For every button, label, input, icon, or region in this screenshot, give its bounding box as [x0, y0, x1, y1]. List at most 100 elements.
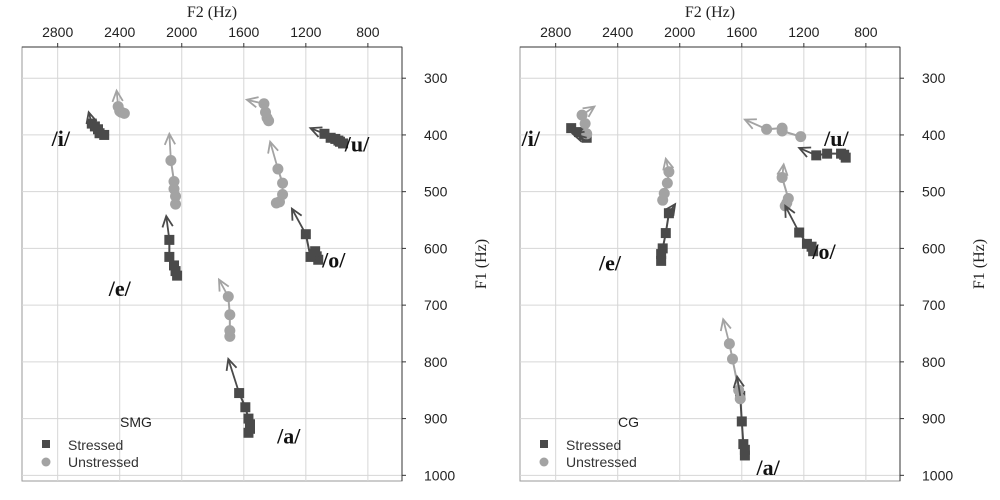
vowel-label: /u/ [344, 131, 370, 156]
stressed-point-e [170, 266, 181, 277]
arrow-unstressed-i [581, 105, 597, 118]
stressed-point-a [240, 402, 251, 413]
arrow-stressed-i [570, 130, 587, 143]
vowel-label: /a/ [276, 424, 301, 449]
y-tick-label: 900 [424, 411, 448, 427]
unstressed-point-e [661, 177, 673, 189]
vowel-label: /o/ [321, 248, 346, 273]
legend-label-unstressed: Unstressed [566, 454, 637, 470]
arrow-stressed-u [308, 126, 325, 138]
stressed-point-e [657, 243, 668, 254]
series-marks [566, 109, 851, 461]
arrow-stressed-i [85, 110, 98, 125]
unstressed-point-i [579, 118, 591, 130]
arrow-unstressed-o [776, 162, 789, 178]
unstressed-point-o [277, 189, 289, 201]
unstressed-point-o [277, 177, 289, 189]
x-tick-label: 800 [356, 24, 380, 40]
legend-label-stressed: Stressed [566, 437, 621, 453]
unstressed-point-e [658, 187, 670, 199]
stressed-point-e [656, 255, 667, 266]
plot-area [519, 46, 901, 482]
stressed-point-a [739, 444, 750, 455]
arrow-unstressed-e [163, 131, 176, 161]
x-axis-title: F2 (Hz) [187, 4, 237, 21]
y-tick-label: 300 [922, 70, 946, 86]
stressed-point-e [169, 260, 179, 271]
legend-label-unstressed: Unstressed [68, 454, 139, 470]
stressed-point-e [656, 249, 667, 260]
stressed-point-a [736, 416, 747, 427]
x-tick-label: 2800 [540, 24, 571, 40]
panel-label: SMG [120, 414, 152, 430]
stressed-point-a [243, 413, 254, 424]
panel-label: CG [618, 414, 639, 430]
panel-cg: 2800 2400 2000 1600 1200 800 F2 (Hz) 300 400 500 6… [519, 4, 988, 483]
arrow-unstressed-o [267, 139, 279, 170]
y-tick-label: 300 [424, 70, 448, 86]
arrow-stressed-u [797, 146, 817, 158]
legend-swatch-unstressed [41, 457, 51, 467]
stressed-point-e [660, 228, 671, 239]
y-tick-label: 1000 [922, 467, 953, 483]
y-tick-label: 800 [424, 354, 448, 370]
stressed-point-o [801, 238, 812, 249]
plot-area [21, 46, 403, 482]
vowel-label: /e/ [108, 276, 132, 301]
unstressed-point-u [260, 106, 272, 118]
x-tick-label: 2000 [166, 24, 197, 40]
panel-smg: 2800 2400 2000 1600 1200 800 F2 (Hz) 300 400 500 6… [21, 4, 490, 483]
y-axis-title: F1 (Hz) [971, 239, 988, 289]
legend-swatch-unstressed [539, 457, 549, 467]
vowel-label: /i/ [521, 126, 541, 151]
y-tick-label: 600 [424, 240, 448, 256]
x-tick-label: 2400 [602, 24, 633, 40]
legend-swatch-stressed [42, 440, 50, 448]
x-tick-label: 1200 [788, 24, 819, 40]
arrow-stressed-e [161, 214, 174, 241]
y-tick-label: 900 [922, 411, 946, 427]
x-tick-label: 800 [854, 24, 878, 40]
x-axis-title: F2 (Hz) [685, 4, 735, 21]
arrow-unstressed-e [662, 156, 675, 173]
unstressed-point-a [726, 353, 738, 365]
legend-swatch-stressed [540, 440, 548, 448]
trajectory-arrows [570, 105, 817, 397]
unstressed-point-e [170, 198, 182, 210]
x-tick-label: 1200 [290, 24, 321, 40]
arrow-stressed-o [784, 204, 800, 233]
stressed-point-o [305, 251, 316, 262]
y-tick-label: 700 [922, 297, 946, 313]
unstressed-point-o [782, 192, 794, 204]
arrow-stressed-a [732, 374, 745, 397]
vowel-label: /i/ [51, 126, 71, 151]
x-tick-label: 2000 [664, 24, 695, 40]
y-tick-label: 1000 [424, 467, 455, 483]
trajectory-arrows [85, 88, 325, 394]
arrow-unstressed-u [743, 118, 767, 131]
arrow-stressed-o [290, 206, 307, 235]
arrow-stressed-a [225, 357, 241, 394]
y-tick-label: 700 [424, 297, 448, 313]
y-tick-label: 500 [424, 184, 448, 200]
x-tick-label: 1600 [228, 24, 259, 40]
stressed-point-a [739, 450, 750, 461]
stressed-point-a [245, 419, 255, 430]
y-axis-title: F1 (Hz) [473, 239, 490, 289]
stressed-point-u [325, 132, 336, 143]
unstressed-point-a [734, 393, 746, 405]
x-tick-label: 2400 [104, 24, 135, 40]
vowel-label: /u/ [823, 126, 849, 151]
unstressed-point-a [224, 309, 236, 321]
legend-label-stressed: Stressed [68, 437, 123, 453]
y-tick-label: 600 [922, 240, 946, 256]
unstressed-point-e [168, 175, 180, 187]
x-tick-label: 2800 [42, 24, 73, 40]
vowel-label: /e/ [598, 251, 622, 276]
x-tick-label: 1600 [726, 24, 757, 40]
arrow-unstressed-a [217, 277, 230, 298]
vowel-label: /a/ [756, 455, 781, 480]
